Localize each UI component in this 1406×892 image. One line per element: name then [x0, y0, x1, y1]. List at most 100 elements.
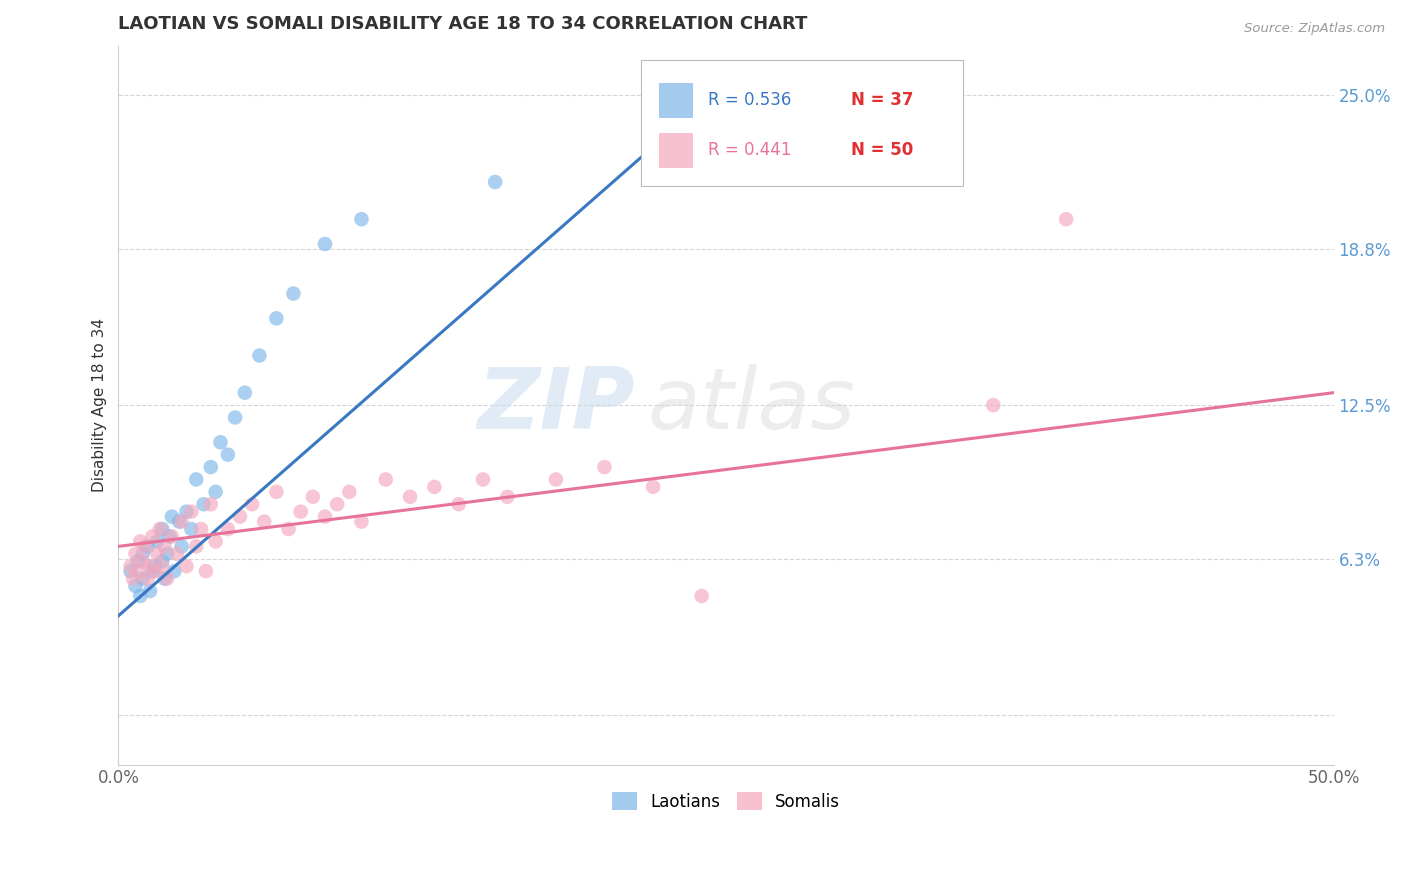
Point [247, 349, 270, 363]
FancyBboxPatch shape [659, 83, 693, 118]
Point [1054, 212, 1077, 227]
Point [170, 540, 193, 554]
Point [132, 547, 155, 561]
Point [217, 448, 239, 462]
Point [132, 554, 155, 568]
Point [277, 522, 299, 536]
Point [129, 534, 152, 549]
Point [124, 547, 146, 561]
Point [163, 564, 186, 578]
Point [132, 572, 155, 586]
Point [314, 237, 336, 252]
Point [314, 509, 336, 524]
Point [194, 564, 217, 578]
Point [153, 540, 176, 554]
Point [399, 490, 422, 504]
Y-axis label: Disability Age 18 to 34: Disability Age 18 to 34 [93, 318, 107, 492]
Point [496, 490, 519, 504]
Point [302, 490, 325, 504]
Point [186, 473, 208, 487]
Point [136, 572, 159, 586]
Text: LAOTIAN VS SOMALI DISABILITY AGE 18 TO 34 CORRELATION CHART: LAOTIAN VS SOMALI DISABILITY AGE 18 TO 3… [118, 15, 808, 33]
Point [233, 385, 256, 400]
Point [981, 398, 1004, 412]
Point [180, 505, 202, 519]
Point [200, 460, 222, 475]
FancyBboxPatch shape [659, 134, 693, 168]
Text: N = 50: N = 50 [851, 141, 914, 159]
Point [134, 540, 156, 554]
Point [150, 554, 173, 568]
Point [170, 515, 193, 529]
Point [129, 589, 152, 603]
Point [141, 564, 163, 578]
Point [224, 410, 246, 425]
Point [283, 286, 305, 301]
Point [266, 484, 288, 499]
Point [153, 572, 176, 586]
Point [326, 497, 349, 511]
Point [160, 509, 183, 524]
Point [176, 559, 198, 574]
FancyBboxPatch shape [641, 60, 963, 186]
Point [150, 522, 173, 536]
Point [156, 547, 179, 561]
Point [350, 212, 373, 227]
Point [447, 497, 470, 511]
Legend: Laotians, Somalis: Laotians, Somalis [605, 786, 846, 817]
Point [472, 473, 495, 487]
Point [423, 480, 446, 494]
Point [143, 559, 166, 574]
Point [337, 484, 360, 499]
Point [167, 515, 190, 529]
Point [141, 529, 163, 543]
Point [266, 311, 288, 326]
Point [122, 572, 145, 586]
Point [120, 564, 142, 578]
Point [146, 534, 169, 549]
Point [166, 547, 188, 561]
Point [190, 522, 212, 536]
Point [127, 564, 149, 578]
Text: N = 37: N = 37 [851, 91, 914, 109]
Point [156, 572, 179, 586]
Point [200, 497, 222, 511]
Point [150, 559, 173, 574]
Point [120, 559, 142, 574]
Point [350, 515, 373, 529]
Point [204, 534, 226, 549]
Point [139, 584, 162, 599]
Text: R = 0.441: R = 0.441 [707, 141, 792, 159]
Point [149, 522, 172, 536]
Point [593, 460, 616, 475]
Point [641, 113, 664, 128]
Point [139, 559, 162, 574]
Point [209, 435, 232, 450]
Point [204, 484, 226, 499]
Text: ZIP: ZIP [477, 364, 636, 447]
Point [176, 505, 198, 519]
Text: atlas: atlas [647, 364, 855, 447]
Point [690, 589, 713, 603]
Point [186, 540, 208, 554]
Point [544, 473, 567, 487]
Point [253, 515, 276, 529]
Point [193, 497, 215, 511]
Point [143, 564, 166, 578]
Point [374, 473, 396, 487]
Point [240, 497, 263, 511]
Point [180, 522, 202, 536]
Text: Source: ZipAtlas.com: Source: ZipAtlas.com [1244, 22, 1385, 36]
Text: R = 0.536: R = 0.536 [707, 91, 792, 109]
Point [127, 554, 149, 568]
Point [290, 505, 312, 519]
Point [159, 529, 181, 543]
Point [146, 547, 169, 561]
Point [484, 175, 506, 189]
Point [136, 540, 159, 554]
Point [229, 509, 252, 524]
Point [124, 579, 146, 593]
Point [641, 480, 664, 494]
Point [217, 522, 239, 536]
Point [160, 529, 183, 543]
